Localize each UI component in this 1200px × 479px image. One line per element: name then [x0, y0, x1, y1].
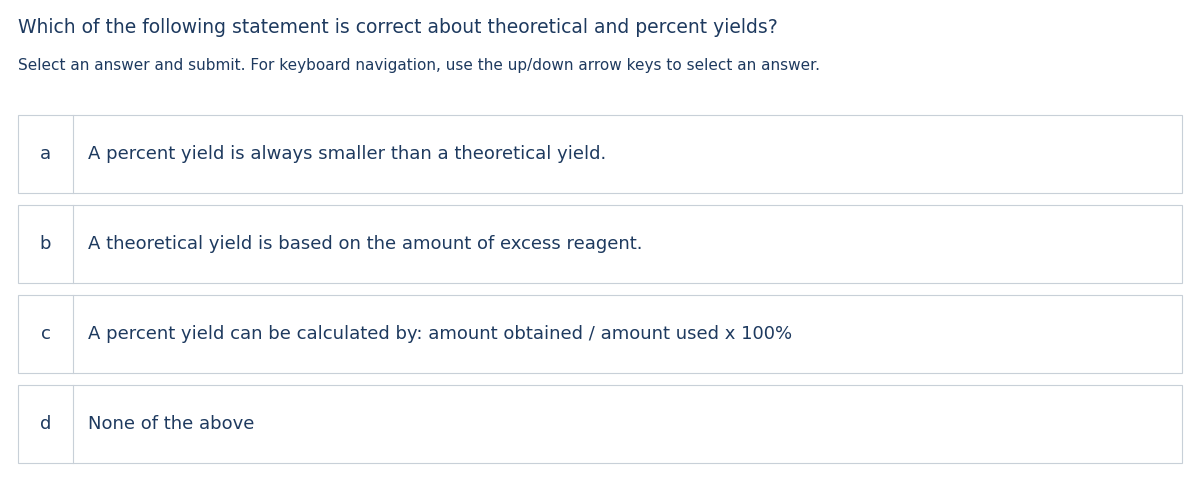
Text: Which of the following statement is correct about theoretical and percent yields: Which of the following statement is corr… — [18, 18, 778, 37]
Text: A percent yield can be calculated by: amount obtained / amount used x 100%: A percent yield can be calculated by: am… — [88, 325, 792, 343]
Text: Select an answer and submit. For keyboard navigation, use the up/down arrow keys: Select an answer and submit. For keyboar… — [18, 58, 820, 73]
FancyBboxPatch shape — [18, 295, 1182, 373]
FancyBboxPatch shape — [18, 385, 1182, 463]
Text: A percent yield is always smaller than a theoretical yield.: A percent yield is always smaller than a… — [88, 145, 606, 163]
Text: d: d — [40, 415, 52, 433]
Text: a: a — [40, 145, 52, 163]
Text: b: b — [40, 235, 52, 253]
Text: c: c — [41, 325, 50, 343]
FancyBboxPatch shape — [18, 205, 1182, 283]
Text: A theoretical yield is based on the amount of excess reagent.: A theoretical yield is based on the amou… — [88, 235, 642, 253]
FancyBboxPatch shape — [18, 115, 1182, 193]
Text: None of the above: None of the above — [88, 415, 254, 433]
